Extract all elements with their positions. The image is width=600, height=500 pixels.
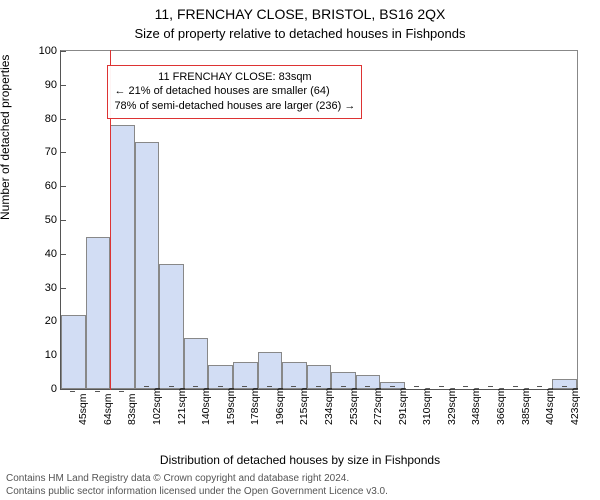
y-tick: 60: [27, 180, 57, 192]
footer-line-2: Contains public sector information licen…: [6, 486, 388, 499]
y-tick: 80: [27, 113, 57, 125]
annotation-line: 78% of semi-detached houses are larger (…: [114, 99, 355, 114]
x-tick: 272sqm: [372, 388, 384, 425]
x-tick: 159sqm: [225, 388, 237, 425]
x-tick: 253sqm: [348, 388, 360, 425]
x-tick: 215sqm: [298, 388, 310, 425]
y-tick: 40: [27, 248, 57, 260]
x-tick: 310sqm: [421, 388, 433, 425]
x-tick: 404sqm: [544, 388, 556, 425]
y-axis-label: Number of detached properties: [0, 55, 12, 220]
footer-attribution: Contains HM Land Registry data © Crown c…: [6, 473, 388, 498]
x-tick: 329sqm: [446, 388, 458, 425]
annotation-line: 11 FRENCHAY CLOSE: 83sqm: [114, 70, 355, 85]
histogram-bar: [135, 142, 160, 389]
y-tick: 30: [27, 282, 57, 294]
x-tick: 385sqm: [520, 388, 532, 425]
x-axis-label: Distribution of detached houses by size …: [0, 453, 600, 467]
y-tick: 20: [27, 315, 57, 327]
y-tick: 50: [27, 214, 57, 226]
x-tick: 234sqm: [323, 388, 335, 425]
histogram-bar: [159, 264, 184, 389]
histogram-bar: [258, 352, 283, 389]
histogram-chart: 010203040506070809010045sqm64sqm83sqm102…: [60, 50, 578, 390]
x-tick: 45sqm: [77, 393, 89, 425]
y-tick: 70: [27, 146, 57, 158]
x-tick: 83sqm: [126, 393, 138, 425]
annotation-line: ← 21% of detached houses are smaller (64…: [114, 84, 355, 99]
title-line-2: Size of property relative to detached ho…: [0, 26, 600, 41]
x-tick: 140sqm: [200, 388, 212, 425]
x-tick: 102sqm: [151, 388, 163, 425]
x-tick: 178sqm: [249, 388, 261, 425]
x-tick: 121sqm: [176, 388, 188, 425]
title-line-1: 11, FRENCHAY CLOSE, BRISTOL, BS16 2QX: [0, 6, 600, 22]
histogram-bar: [61, 315, 86, 389]
x-tick: 366sqm: [495, 388, 507, 425]
x-tick: 348sqm: [470, 388, 482, 425]
histogram-bar: [110, 125, 135, 389]
x-tick: 64sqm: [102, 393, 114, 425]
y-tick: 0: [27, 383, 57, 395]
x-tick: 423sqm: [569, 388, 581, 425]
footer-line-1: Contains HM Land Registry data © Crown c…: [6, 473, 388, 486]
y-tick: 10: [27, 349, 57, 361]
annotation-box: 11 FRENCHAY CLOSE: 83sqm← 21% of detache…: [107, 65, 362, 120]
histogram-bar: [184, 338, 209, 389]
x-tick: 291sqm: [397, 388, 409, 425]
x-tick: 196sqm: [274, 388, 286, 425]
y-tick: 100: [27, 45, 57, 57]
histogram-bar: [86, 237, 111, 389]
y-tick: 90: [27, 79, 57, 91]
